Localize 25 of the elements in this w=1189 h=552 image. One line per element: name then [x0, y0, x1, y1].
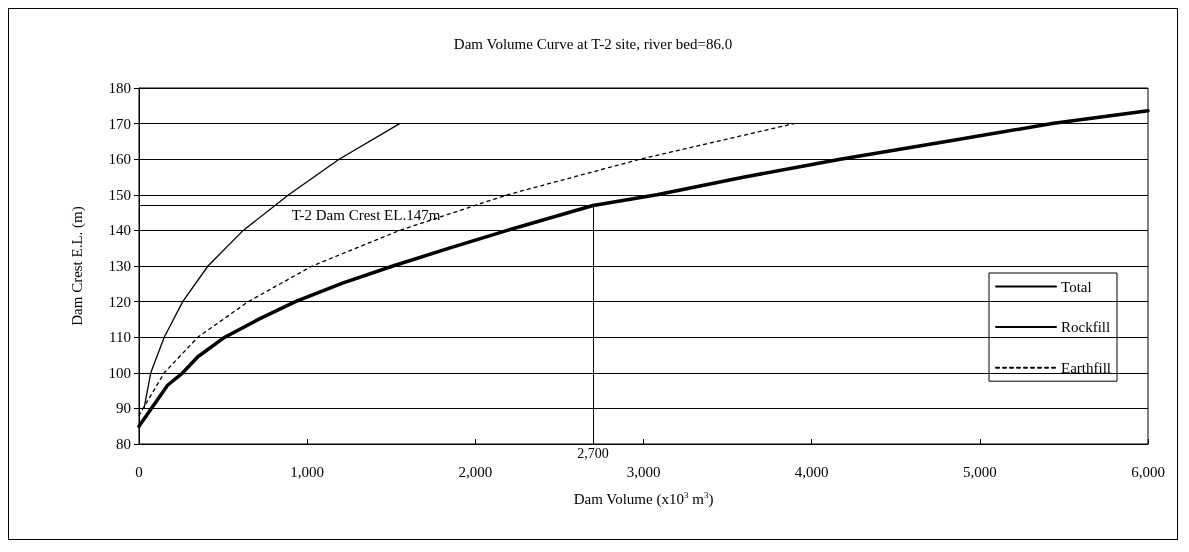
chart-title: Dam Volume Curve at T-2 site, river bed=86.0 — [453, 35, 733, 52]
y-tick-label: 100 — [108, 364, 131, 381]
y-tick-label: 90 — [116, 400, 131, 417]
x-tick-label: 4,000 — [794, 463, 829, 480]
y-axis-title: Dam Crest E.L. (m) — [68, 206, 86, 326]
legend-label: Rockfill — [1061, 319, 1111, 336]
y-tick-label: 170 — [108, 115, 131, 132]
legend-label: Earthfill — [1061, 359, 1111, 376]
y-tick-label: 150 — [108, 186, 131, 203]
y-tick-label: 180 — [108, 80, 131, 96]
x-tick-label: 0 — [135, 463, 143, 480]
y-tick-label: 80 — [116, 436, 131, 452]
ref-line-label: 2,700 — [577, 445, 609, 461]
y-tick-label: 160 — [108, 151, 131, 168]
y-tick-label: 120 — [108, 293, 131, 310]
y-tick-label: 110 — [109, 329, 131, 346]
y-tick-label: 130 — [108, 258, 131, 274]
x-tick-label: 2,000 — [458, 463, 493, 480]
x-tick-label: 1,000 — [290, 463, 325, 480]
y-tick-label: 140 — [108, 222, 131, 239]
x-tick-label: 3,000 — [626, 463, 661, 480]
x-tick-label: 6,000 — [1131, 463, 1165, 480]
legend-label: Total — [1061, 278, 1092, 295]
ref-line-label: T-2 Dam Crest EL.147m — [291, 206, 441, 223]
x-tick-label: 5,000 — [962, 463, 997, 480]
